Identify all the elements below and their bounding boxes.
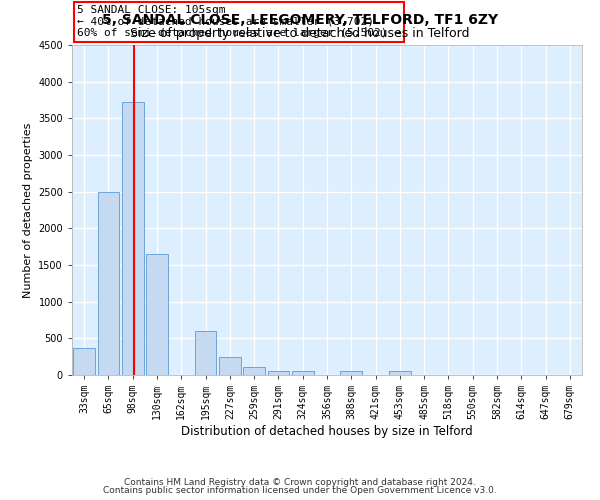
Bar bbox=[219, 358, 241, 375]
Bar bbox=[243, 367, 265, 375]
Y-axis label: Number of detached properties: Number of detached properties bbox=[23, 122, 32, 298]
Text: Size of property relative to detached houses in Telford: Size of property relative to detached ho… bbox=[130, 28, 470, 40]
Text: 5, SANDAL CLOSE, LEEGOMERY, TELFORD, TF1 6ZY: 5, SANDAL CLOSE, LEEGOMERY, TELFORD, TF1… bbox=[102, 12, 498, 26]
Bar bbox=[389, 372, 411, 375]
Text: 5 SANDAL CLOSE: 105sqm
← 40% of detached houses are smaller (3,702)
60% of semi-: 5 SANDAL CLOSE: 105sqm ← 40% of detached… bbox=[77, 5, 401, 38]
Bar bbox=[268, 370, 289, 375]
Text: Contains public sector information licensed under the Open Government Licence v3: Contains public sector information licen… bbox=[103, 486, 497, 495]
Bar bbox=[340, 372, 362, 375]
Bar bbox=[97, 192, 119, 375]
Bar bbox=[73, 348, 95, 375]
Bar bbox=[292, 372, 314, 375]
Bar bbox=[122, 102, 143, 375]
Bar bbox=[146, 254, 168, 375]
Text: Contains HM Land Registry data © Crown copyright and database right 2024.: Contains HM Land Registry data © Crown c… bbox=[124, 478, 476, 487]
Bar bbox=[194, 331, 217, 375]
X-axis label: Distribution of detached houses by size in Telford: Distribution of detached houses by size … bbox=[181, 425, 473, 438]
